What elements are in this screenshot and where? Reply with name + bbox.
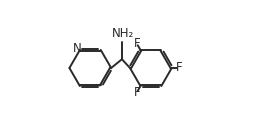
Text: F: F <box>175 61 182 75</box>
Text: F: F <box>134 86 140 99</box>
Text: F: F <box>134 37 140 50</box>
Text: NH₂: NH₂ <box>112 27 134 40</box>
Text: N: N <box>72 42 81 55</box>
